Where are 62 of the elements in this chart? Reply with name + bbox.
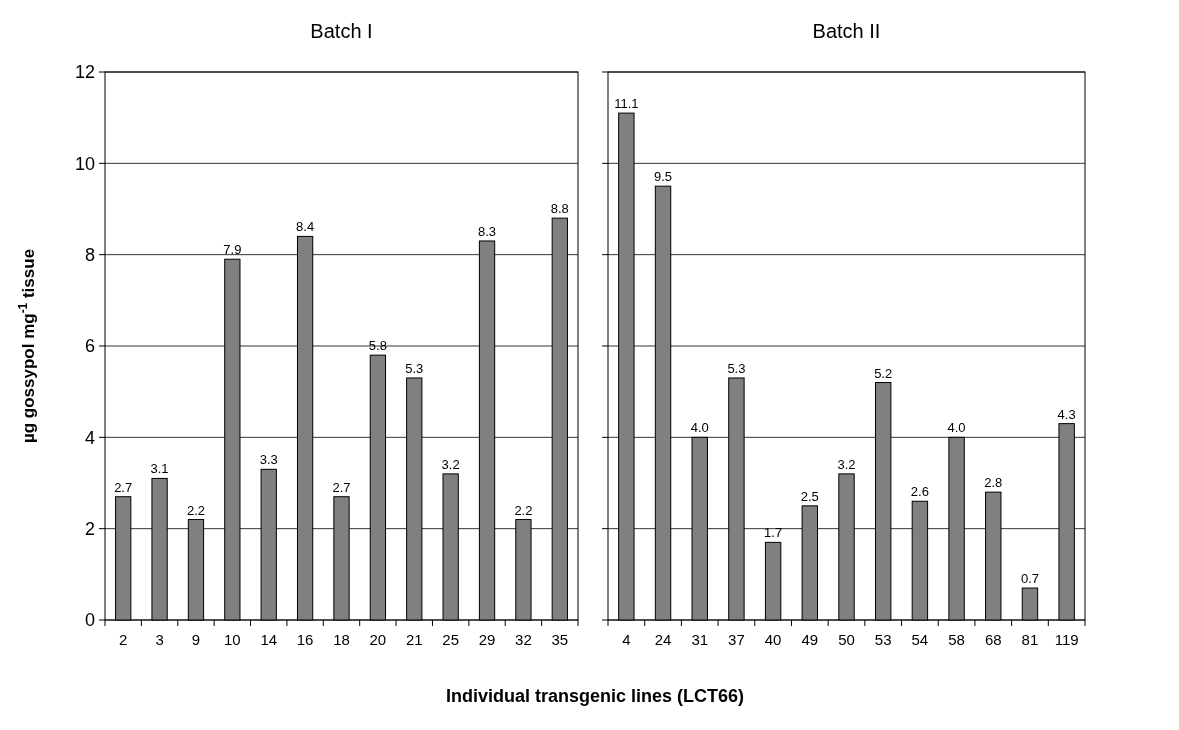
data-label: 8.4	[296, 219, 315, 235]
y-tick-label: 12	[74, 62, 95, 83]
x-tick-label: 40	[764, 631, 782, 648]
x-tick-label: 3	[155, 631, 164, 648]
data-label: 5.8	[368, 338, 387, 354]
y-tick-label: 4	[84, 427, 95, 448]
data-label: 1.7	[764, 525, 783, 541]
x-tick-label: 20	[369, 631, 387, 648]
x-axis-title: Individual transgenic lines (LCT66)	[445, 686, 745, 706]
data-label: 8.8	[550, 201, 569, 217]
data-label: 2.8	[984, 475, 1003, 491]
x-tick-label: 10	[224, 631, 241, 648]
x-tick-label: 119	[1054, 631, 1079, 648]
x-tick-label: 49	[801, 631, 819, 648]
x-tick-label: 25	[442, 631, 459, 648]
x-tick-label: 14	[260, 631, 278, 648]
data-label: 5.2	[874, 365, 893, 381]
y-tick-label: 0	[84, 610, 95, 631]
x-tick-label: 31	[691, 631, 709, 648]
x-tick-label: 54	[911, 631, 929, 648]
x-tick-label: 35	[551, 631, 569, 648]
chart-title: Batch I	[310, 20, 373, 42]
data-label: 2.5	[800, 488, 819, 504]
data-label: 4.3	[1057, 406, 1076, 422]
data-label: 7.9	[223, 242, 242, 258]
x-tick-label: 37	[728, 631, 745, 648]
data-label: 3.1	[150, 461, 169, 477]
y-tick-label: 8	[84, 244, 95, 265]
data-label: 4.0	[690, 420, 709, 436]
data-label: 2.7	[332, 479, 351, 495]
chart-title: Batch II	[812, 20, 881, 42]
x-tick-label: 4	[622, 631, 631, 648]
x-tick-label: 9	[191, 631, 201, 648]
x-tick-label: 32	[515, 631, 532, 648]
data-label: 2.6	[910, 484, 929, 500]
data-label: 5.3	[727, 360, 746, 376]
data-label: 9.5	[654, 169, 673, 185]
x-tick-label: 81	[1021, 631, 1039, 648]
x-tick-label: 21	[405, 631, 423, 648]
x-tick-label: 16	[296, 631, 314, 648]
x-tick-label: 68	[984, 631, 1002, 648]
data-label: 4.0	[947, 420, 966, 436]
x-tick-label: 58	[948, 631, 965, 648]
data-label: 3.3	[259, 452, 278, 468]
x-tick-label: 2	[119, 631, 128, 648]
y-tick-label: 2	[84, 518, 95, 539]
data-label: 2.7	[114, 479, 133, 495]
x-tick-label: 24	[654, 631, 672, 648]
data-label: 8.3	[478, 223, 497, 239]
data-label: 2.2	[514, 502, 533, 518]
y-tick-label: 6	[84, 336, 95, 357]
data-label: 2.2	[186, 502, 205, 518]
data-label: 0.7	[1020, 571, 1039, 587]
data-label: 3.2	[441, 456, 460, 472]
data-label: 3.2	[837, 456, 856, 472]
x-tick-label: 29	[478, 631, 496, 648]
x-tick-label: 53	[874, 631, 892, 648]
x-tick-label: 50	[838, 631, 855, 648]
x-tick-label: 18	[333, 631, 350, 648]
data-label: 5.3	[405, 360, 424, 376]
y-tick-label: 10	[74, 153, 95, 174]
data-label: 11.1	[614, 96, 639, 112]
